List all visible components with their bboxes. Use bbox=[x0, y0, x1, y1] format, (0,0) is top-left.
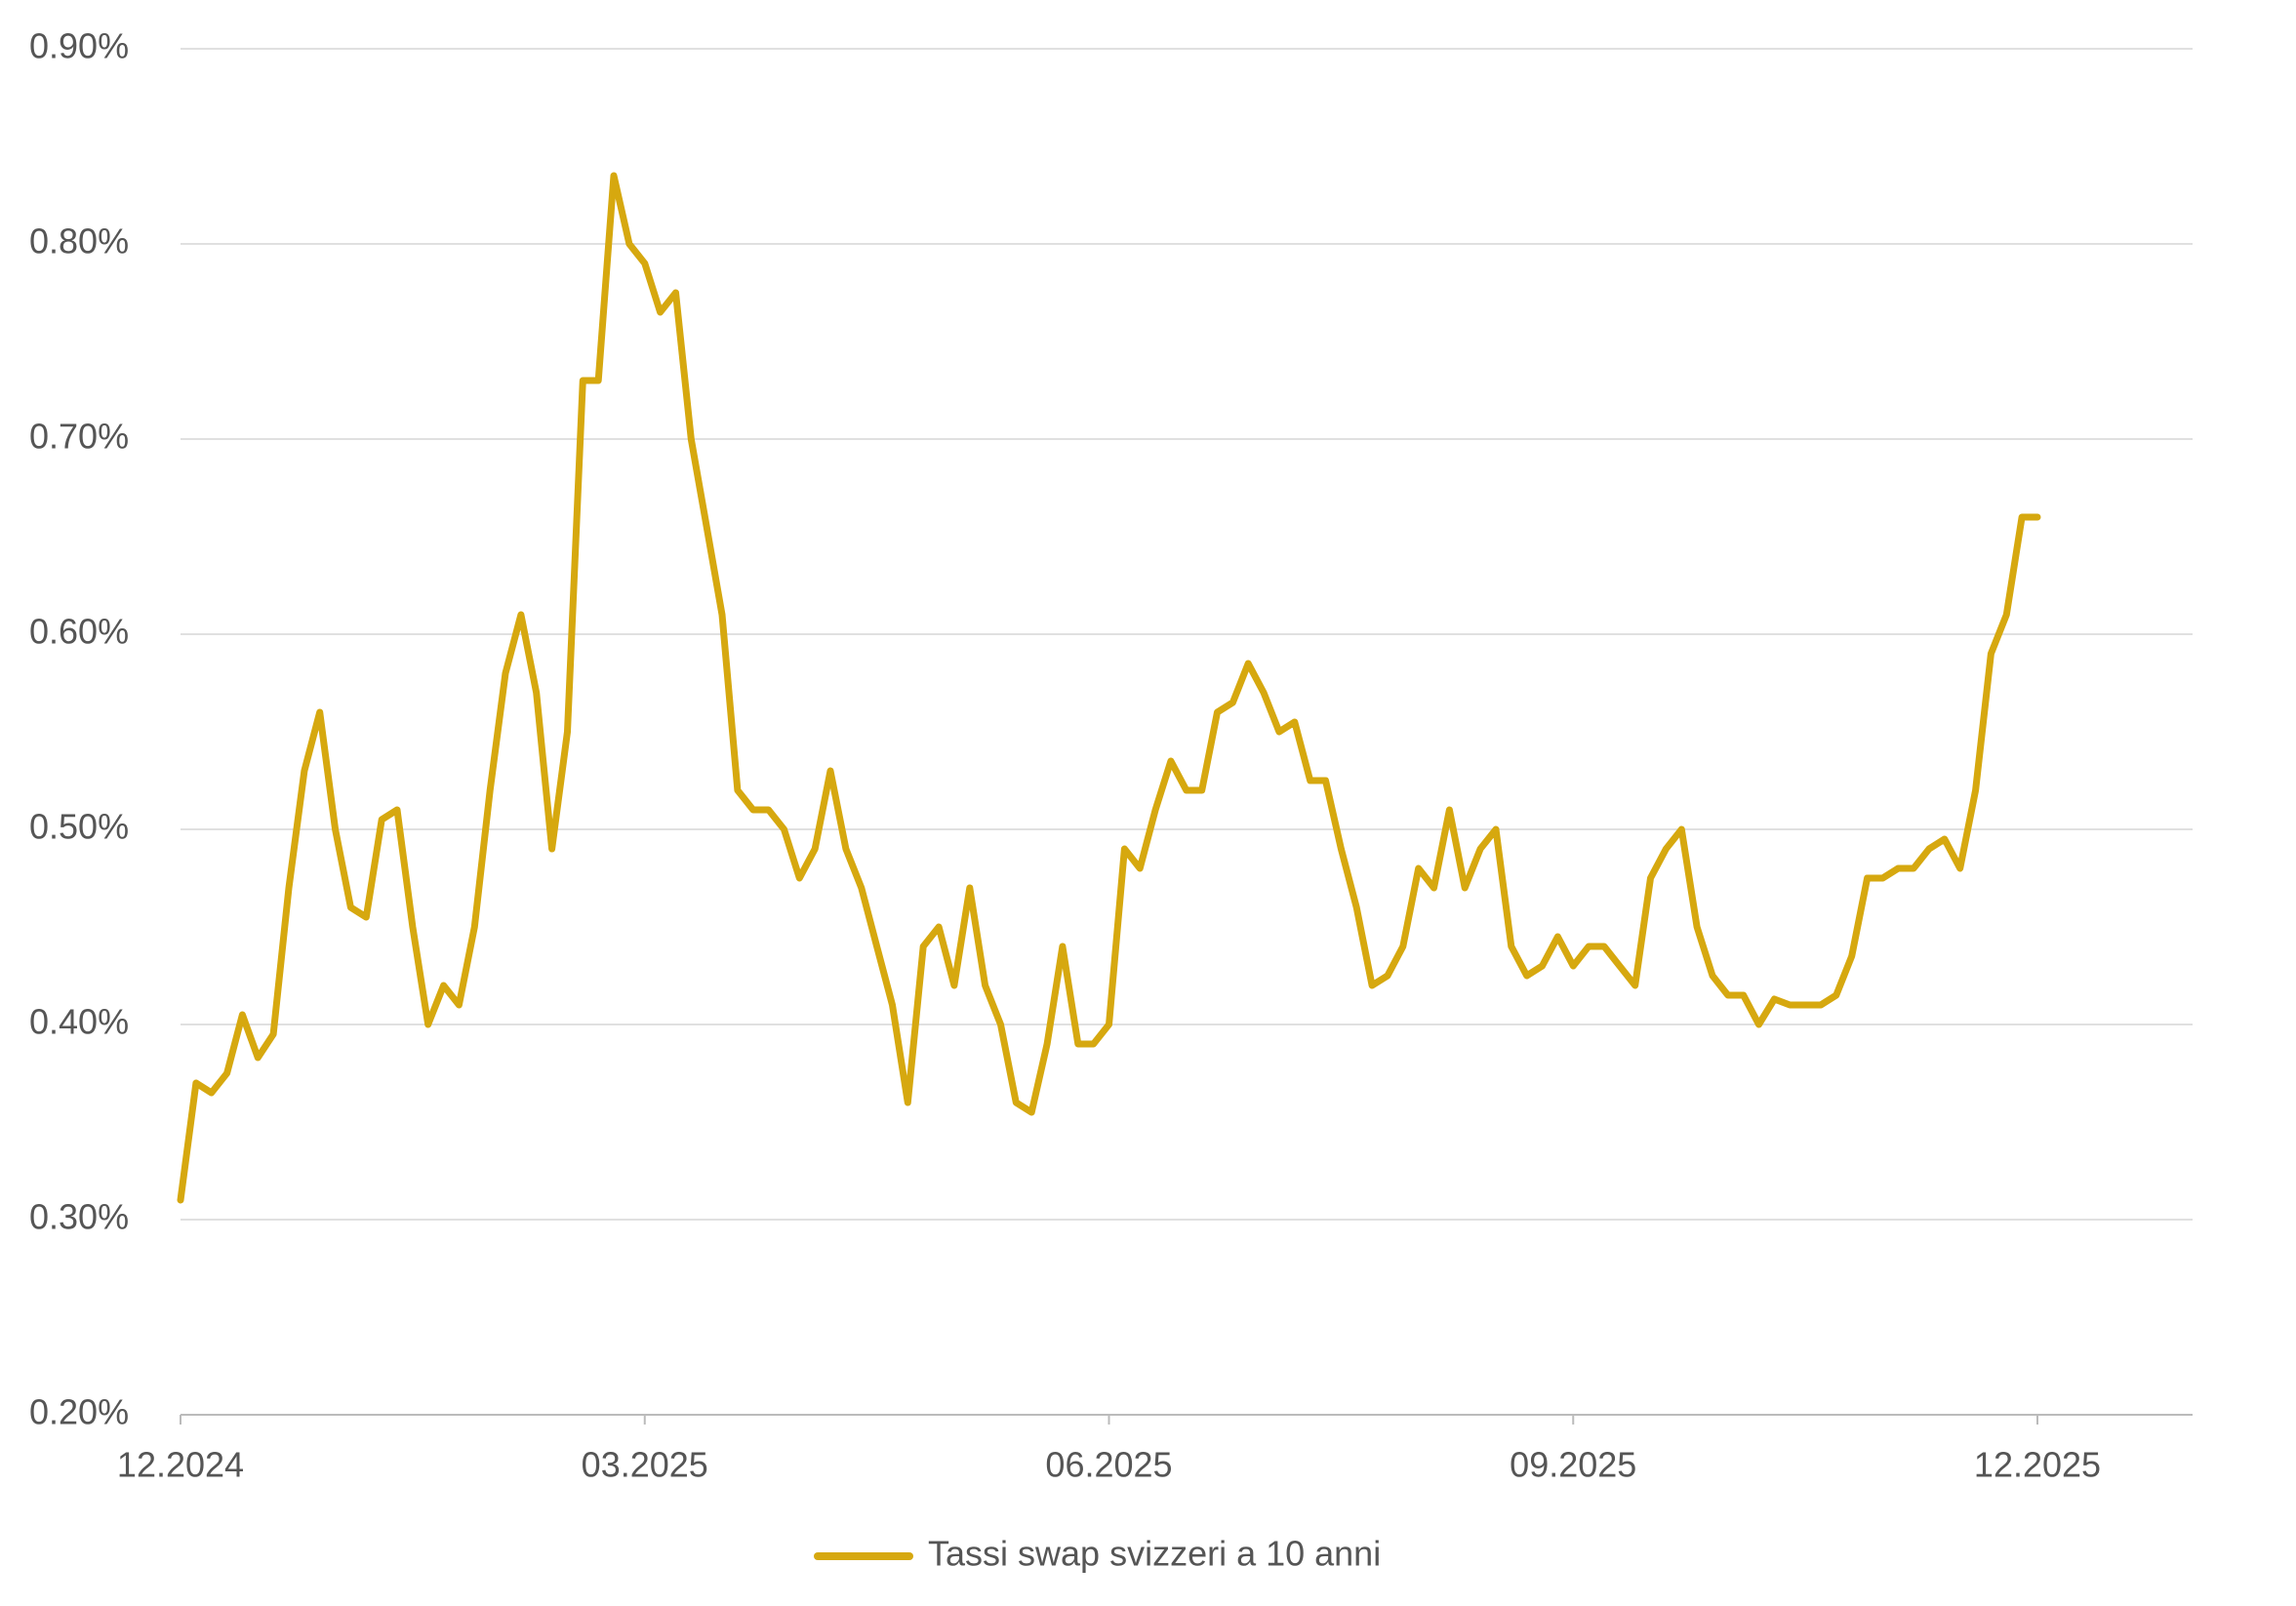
y-tick-label: 0.50% bbox=[29, 807, 129, 847]
y-tick-label: 0.70% bbox=[29, 417, 129, 457]
y-tick-label: 0.30% bbox=[29, 1197, 129, 1237]
y-tick-label: 0.40% bbox=[29, 1002, 129, 1042]
x-tick-label: 12.2024 bbox=[117, 1445, 244, 1485]
y-tick-label: 0.20% bbox=[29, 1392, 129, 1432]
legend-label: Tassi swap svizzeri a 10 anni bbox=[928, 1534, 1381, 1574]
y-tick-label: 0.60% bbox=[29, 612, 129, 652]
x-tick-label: 12.2025 bbox=[1974, 1445, 2101, 1485]
line bbox=[177, 172, 2041, 1204]
y-tick-label: 0.90% bbox=[29, 26, 129, 66]
x-tick-label: 06.2025 bbox=[1045, 1445, 1172, 1485]
y-tick-label: 0.80% bbox=[29, 221, 129, 261]
x-tick-label: 03.2025 bbox=[582, 1445, 708, 1485]
x-tick-label: 09.2025 bbox=[1510, 1445, 1636, 1485]
